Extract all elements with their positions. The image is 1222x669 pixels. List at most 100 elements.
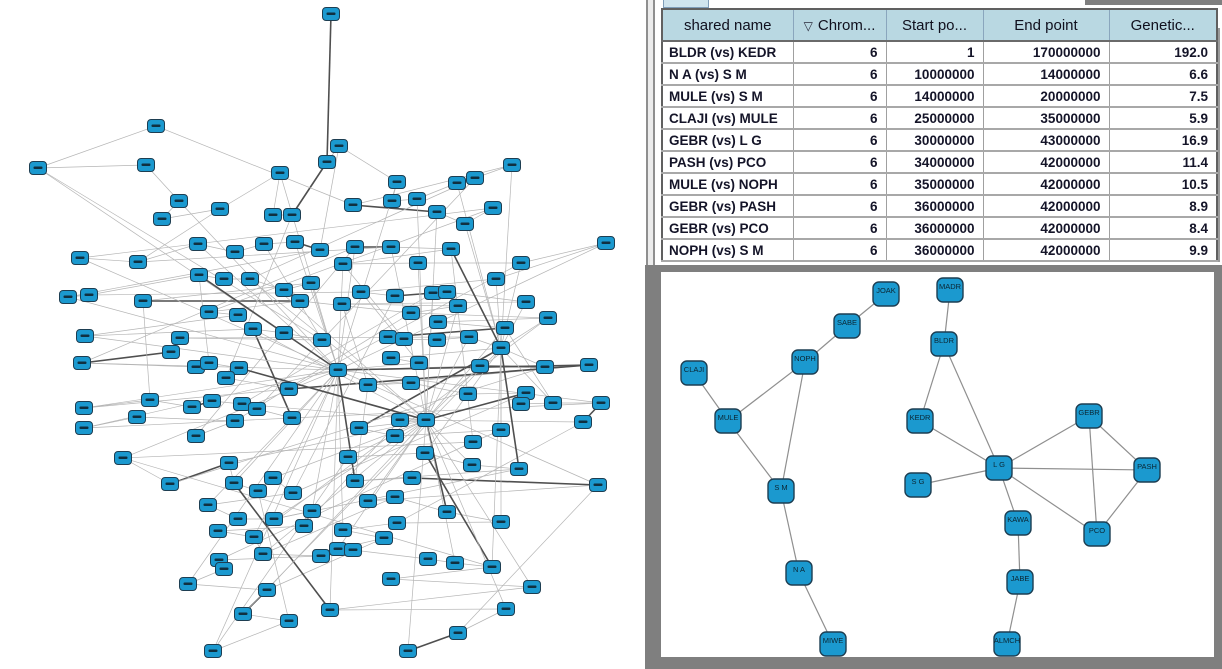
node-label-illegible	[279, 331, 289, 334]
node-label-illegible	[350, 479, 360, 482]
network-edge	[337, 263, 344, 371]
network-node[interactable]	[872, 281, 900, 307]
network-edge	[352, 204, 438, 213]
node-label-illegible	[390, 495, 400, 498]
network-edge	[81, 351, 172, 364]
node-label-illegible	[514, 467, 524, 470]
column-header-startpo[interactable]: Start po...	[885, 8, 984, 42]
network-edge	[136, 416, 236, 422]
network-node[interactable]	[993, 631, 1021, 657]
table-right-gutter	[1218, 28, 1220, 262]
node-label-illegible	[79, 426, 89, 429]
table-row[interactable]: CLAJI (vs) MULE 6 25000000 35000000 5.9	[661, 106, 1218, 130]
panel-splitter[interactable]	[646, 0, 655, 265]
network-node[interactable]	[819, 631, 847, 657]
network-edge	[212, 369, 339, 652]
table-cell: NOPH (vs) S M	[661, 238, 794, 262]
network-node[interactable]	[767, 478, 795, 504]
network-edge	[500, 164, 513, 349]
column-header-genetic[interactable]: Genetic...	[1108, 8, 1218, 42]
network-edge	[179, 337, 323, 341]
network-node[interactable]	[1004, 510, 1032, 536]
network-node[interactable]	[1006, 569, 1034, 595]
sub-network-canvas[interactable]: JOAK SABE NOPH CLAJI MULE S M N A MIWE MADR BLDR K…	[661, 272, 1214, 657]
table-cell: 6	[792, 194, 887, 218]
network-edge	[396, 421, 584, 524]
network-node[interactable]	[1075, 403, 1103, 429]
network-edge	[208, 300, 301, 313]
network-edge	[417, 262, 427, 421]
network-node[interactable]	[833, 313, 861, 339]
network-node[interactable]	[936, 277, 964, 303]
node-label: SABE	[837, 318, 857, 327]
scrollbar-fragment[interactable]	[663, 0, 709, 8]
node-label-illegible	[191, 365, 201, 368]
table-row[interactable]: BLDR (vs) KEDR 6 1 170000000 192.0	[661, 40, 1218, 64]
network-edge	[338, 145, 398, 183]
table-row[interactable]: GEBR (vs) PASH 6 36000000 42000000 8.9	[661, 194, 1218, 218]
network-node[interactable]	[680, 360, 708, 386]
network-node[interactable]	[714, 408, 742, 434]
node-label-illegible	[348, 548, 358, 551]
node-label-illegible	[233, 517, 243, 520]
network-node[interactable]	[904, 472, 932, 498]
network-edge	[425, 419, 456, 564]
table-row[interactable]: NOPH (vs) S M 6 36000000 42000000 9.9	[661, 238, 1218, 262]
node-label: JOAK	[876, 286, 896, 295]
table-cell: 8.4	[1108, 216, 1218, 240]
table-row[interactable]: PASH (vs) PCO 6 34000000 42000000 11.4	[661, 150, 1218, 174]
filter-icon[interactable]: ▽	[803, 18, 813, 33]
node-label-illegible	[593, 483, 603, 486]
network-edge	[425, 305, 459, 421]
table-row[interactable]: GEBR (vs) PCO 6 36000000 42000000 8.4	[661, 216, 1218, 240]
column-header-endpoint[interactable]: End point	[982, 8, 1110, 42]
network-node[interactable]	[930, 331, 958, 357]
network-node[interactable]	[906, 408, 934, 434]
node-label-illegible	[238, 612, 248, 615]
network-node[interactable]	[791, 349, 819, 375]
network-node[interactable]	[985, 455, 1013, 481]
network-node[interactable]	[1083, 521, 1111, 547]
node-label-illegible	[237, 402, 247, 405]
node-label: NOPH	[794, 354, 816, 363]
node-label-illegible	[507, 163, 517, 166]
node-label-illegible	[288, 491, 298, 494]
network-edge	[294, 241, 339, 371]
node-label-illegible	[521, 391, 531, 394]
network-edge	[37, 125, 157, 169]
table-cell: 6	[792, 106, 887, 130]
sub-network-panel: JOAK SABE NOPH CLAJI MULE S M N A MIWE MADR BLDR K…	[645, 265, 1222, 669]
node-label-illegible	[475, 364, 485, 367]
node-label: MIWE	[823, 636, 843, 645]
table-cell: 6	[792, 40, 887, 64]
table-cell: 10.5	[1108, 172, 1218, 196]
network-node[interactable]	[785, 560, 813, 586]
network-node[interactable]	[1133, 457, 1161, 483]
table-row[interactable]: GEBR (vs) L G 6 30000000 43000000 16.9	[661, 128, 1218, 152]
node-label: KAWA	[1007, 515, 1029, 524]
node-label-illegible	[269, 517, 279, 520]
column-header-chrom[interactable]: ▽ Chrom...	[792, 8, 887, 42]
column-header-sharedname[interactable]: shared name	[661, 8, 794, 42]
table-cell: 6.6	[1108, 62, 1218, 86]
node-label: L G	[993, 460, 1005, 469]
network-edge	[464, 223, 502, 349]
network-edge	[310, 282, 339, 371]
node-label-illegible	[399, 337, 409, 340]
table-row[interactable]: MULE (vs) NOPH 6 35000000 42000000 10.5	[661, 172, 1218, 196]
network-edge	[390, 566, 493, 580]
node-label-illegible	[295, 299, 305, 302]
network-edge	[83, 388, 290, 409]
network-edge	[943, 343, 1000, 469]
large-network-canvas[interactable]	[0, 0, 652, 669]
table-row[interactable]: N A (vs) S M 6 10000000 14000000 6.6	[661, 62, 1218, 86]
network-edge	[249, 278, 427, 421]
node-label-illegible	[224, 461, 234, 464]
node-label-illegible	[392, 180, 402, 183]
node-label-illegible	[118, 456, 128, 459]
network-edge	[329, 608, 507, 611]
network-edge	[495, 278, 502, 349]
network-edge	[337, 181, 398, 371]
table-row[interactable]: MULE (vs) S M 6 14000000 20000000 7.5	[661, 84, 1218, 108]
network-edge	[394, 429, 502, 437]
